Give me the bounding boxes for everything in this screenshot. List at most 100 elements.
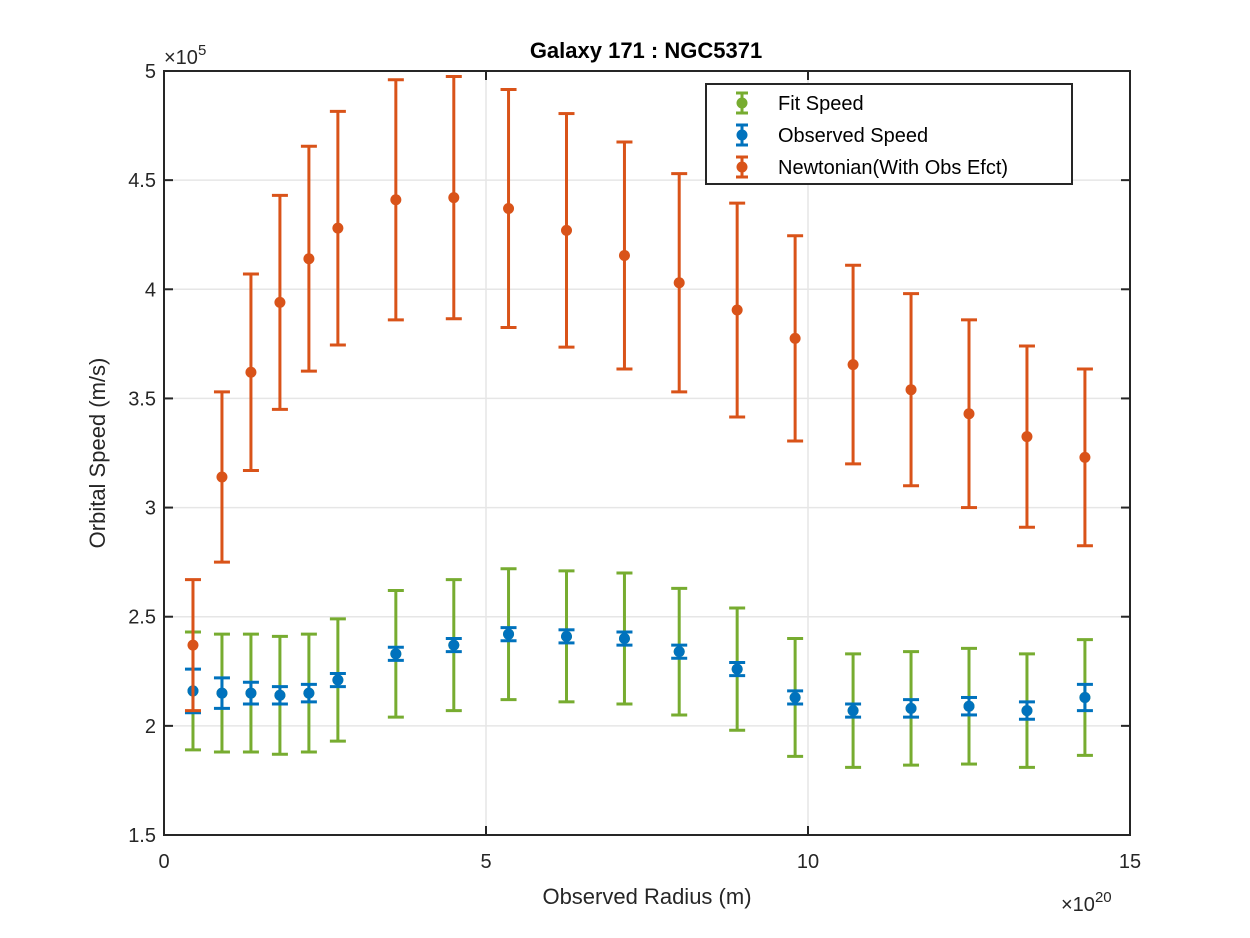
y-tick-label: 5 [145, 61, 156, 83]
x-multiplier-exponent: 20 [1095, 889, 1112, 906]
legend-marker-dot [736, 97, 748, 109]
legend-label: Fit Speed [778, 93, 864, 115]
error-bar-point [903, 698, 920, 719]
error-bar-point [1018, 700, 1035, 721]
data-point [332, 222, 344, 234]
y-multiplier: ×105 [164, 42, 206, 69]
data-point [245, 366, 257, 378]
grid [164, 71, 1130, 835]
data-point [390, 648, 402, 660]
legend-marker-dot [736, 129, 748, 141]
y-axis-label: Orbital Speed (m/s) [85, 358, 110, 549]
plot-area-frame [163, 70, 1131, 836]
y-tick-label: 2.5 [128, 607, 156, 629]
error-bar-point [1076, 682, 1093, 713]
y-multiplier-base: ×10 [164, 47, 198, 69]
error-bar-point [903, 292, 920, 488]
y-tick-label: 3 [145, 498, 156, 520]
series-newtonian-with-obs-efct [184, 74, 1093, 713]
error-bar-point [271, 685, 288, 706]
error-bar-point [845, 263, 862, 466]
error-bar-point [300, 144, 317, 373]
legend-box [705, 83, 1073, 185]
error-bar-point [671, 643, 688, 660]
data-point [303, 687, 315, 699]
data-point [847, 705, 859, 717]
legend-label: Observed Speed [778, 125, 928, 147]
legend-entry: Observed Speed [736, 123, 928, 147]
x-tick-label: 0 [158, 851, 169, 873]
error-bar-point [387, 645, 404, 662]
error-bar-point [300, 682, 317, 704]
data-point [1079, 691, 1091, 703]
data-point [789, 691, 801, 703]
data-point [216, 687, 228, 699]
error-bar-point [558, 628, 575, 645]
legend-entry: Newtonian(With Obs Efct) [736, 155, 1008, 179]
data-point [789, 332, 801, 344]
error-bar-point [500, 626, 517, 643]
plot-series [184, 74, 1093, 769]
y-tick-label: 4 [145, 279, 156, 301]
data-point [1021, 705, 1033, 717]
error-bar-point [616, 630, 633, 647]
error-bar-point [729, 201, 746, 419]
data-point [303, 253, 315, 265]
data-point [503, 203, 515, 215]
data-point [332, 674, 344, 686]
x-tick-label: 5 [480, 851, 491, 873]
data-point [963, 408, 975, 420]
series-observed-speed [184, 626, 1093, 721]
data-point [448, 639, 460, 651]
error-bar-point [213, 676, 230, 710]
legend: Fit Speed Observed Speed Newtonian(With Ob… [705, 83, 1073, 185]
error-bar-point [242, 680, 259, 706]
data-point [963, 700, 975, 712]
data-point [847, 359, 859, 371]
data-point [1021, 431, 1033, 443]
data-point [390, 194, 402, 206]
legend-marker-dot [736, 161, 748, 173]
y-multiplier-exponent: 5 [198, 42, 206, 59]
data-point [731, 663, 743, 675]
error-bar-point [1076, 367, 1093, 548]
chart-title: Galaxy 171 : NGC5371 [530, 38, 762, 63]
error-bar-point [961, 695, 977, 717]
data-point [618, 633, 630, 645]
error-bar-point [845, 702, 862, 719]
x-tick-label: 10 [797, 851, 819, 873]
y-tick-label: 4.5 [128, 170, 156, 192]
y-tick-label: 1.5 [128, 825, 156, 847]
x-multiplier-base: ×10 [1061, 894, 1095, 916]
error-bar-point [961, 318, 977, 510]
error-bar-point [184, 578, 201, 713]
error-bar-point [787, 234, 804, 443]
data-point [216, 471, 228, 483]
data-point [1079, 451, 1091, 463]
legend-entry: Fit Speed [736, 91, 864, 115]
error-bar-point [787, 689, 804, 706]
data-point [673, 646, 685, 658]
error-bar-point [500, 88, 517, 329]
error-bar-point [213, 390, 230, 564]
error-bar-point [387, 78, 404, 322]
error-bar-point [445, 74, 462, 321]
data-point [905, 384, 917, 396]
error-bar-point [271, 193, 288, 411]
error-bar-point [558, 112, 575, 349]
error-bar-point [242, 272, 259, 472]
data-point [503, 628, 515, 640]
x-tick-label: 15 [1119, 851, 1141, 873]
data-point [561, 224, 572, 236]
data-point [561, 630, 572, 642]
data-point [673, 277, 685, 289]
y-tick-label: 3.5 [128, 388, 156, 410]
axis-ticks: 0 5 10 15 1.5 2 2.5 3 3.5 4 4.5 5 [128, 61, 1141, 873]
data-point [245, 687, 257, 699]
data-point [618, 249, 630, 261]
error-bar-point [671, 172, 688, 394]
error-bar-point [329, 109, 346, 347]
error-bar-point [329, 671, 346, 689]
y-tick-label: 2 [145, 716, 156, 738]
